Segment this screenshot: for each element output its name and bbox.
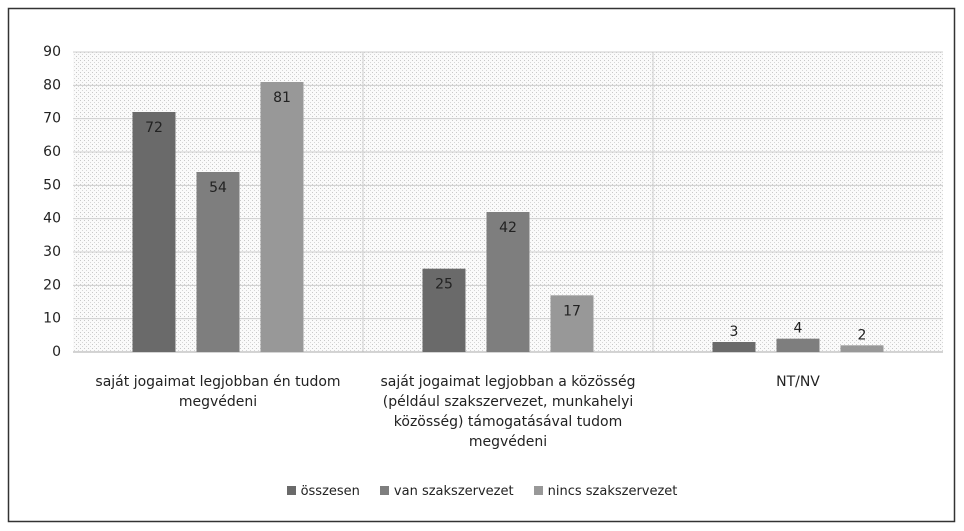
x-tick-label: saját jogaimat legjobban én tudom megvéd…: [95, 374, 341, 410]
x-tick-label: NT/NV: [776, 374, 820, 390]
legend-swatch: [379, 486, 389, 495]
data-label: 17: [563, 303, 581, 319]
x-tick-label: saját jogaimat legjobban a közösség (pél…: [380, 374, 636, 450]
legend-swatch: [533, 486, 543, 495]
legend-swatch: [286, 486, 296, 495]
y-tick-label: 30: [43, 244, 61, 260]
bar: [132, 112, 176, 352]
data-label: 42: [499, 220, 517, 236]
legend-label: nincs szakszervezet: [547, 484, 678, 499]
y-tick-label: 40: [43, 211, 61, 227]
y-tick-label: 90: [43, 44, 61, 60]
y-tick-label: 80: [43, 77, 61, 93]
bar: [712, 342, 756, 352]
data-label: 81: [273, 90, 291, 106]
bar: [260, 82, 304, 352]
y-tick-label: 70: [43, 111, 61, 127]
data-label: 4: [794, 321, 803, 337]
data-label: 3: [730, 324, 739, 340]
legend-item: van szakszervezet: [379, 484, 514, 499]
legend-item: nincs szakszervezet: [533, 484, 678, 499]
bar: [776, 338, 820, 352]
data-label: 72: [145, 120, 163, 136]
y-tick-label: 60: [43, 144, 61, 160]
legend: összesen van szakszervezet nincs szakszerv…: [0, 484, 964, 499]
y-tick-label: 50: [43, 177, 61, 193]
legend-label: van szakszervezet: [393, 484, 514, 499]
y-tick-label: 20: [43, 277, 61, 293]
y-tick-label: 10: [43, 311, 61, 327]
bar: [486, 212, 530, 352]
data-label: 25: [435, 277, 453, 293]
bar: [196, 172, 240, 352]
data-label: 54: [209, 180, 227, 196]
bar: [550, 295, 594, 352]
legend-item: összesen: [286, 484, 360, 499]
bar: [422, 268, 466, 352]
legend-label: összesen: [300, 484, 360, 499]
y-tick-label: 0: [52, 344, 61, 360]
data-label: 2: [858, 327, 867, 343]
bar: [840, 345, 884, 352]
